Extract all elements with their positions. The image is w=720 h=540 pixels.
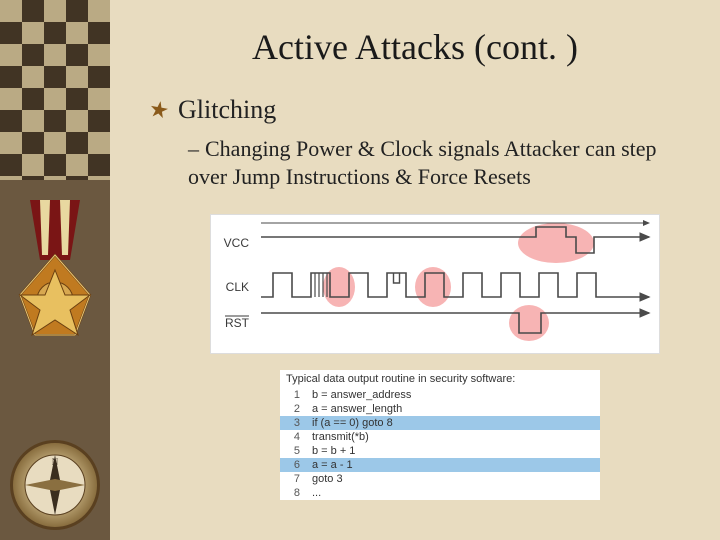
code-line-number: 5	[280, 444, 306, 458]
decorative-sidebar: N	[0, 0, 110, 540]
code-row: 3if (a == 0) goto 8	[280, 416, 600, 430]
code-row: 2a = answer_length	[280, 402, 600, 416]
code-line-text: ...	[306, 486, 600, 500]
bullet-level-2: –Changing Power & Clock signals Attacker…	[188, 135, 680, 190]
code-line-number: 2	[280, 402, 306, 416]
code-line-text: a = a - 1	[306, 458, 600, 472]
code-line-text: b = b + 1	[306, 444, 600, 458]
subbullet-text: Changing Power & Clock signals Attacker …	[188, 136, 657, 189]
medal-graphic	[10, 200, 100, 360]
compass-graphic: N	[10, 440, 100, 530]
bullet-text: Glitching	[178, 95, 276, 125]
code-row: 5b = b + 1	[280, 444, 600, 458]
svg-text:N: N	[52, 457, 59, 467]
bullet-level-1: Glitching	[150, 95, 276, 125]
code-line-text: b = answer_address	[306, 388, 600, 402]
code-line-number: 3	[280, 416, 306, 430]
slide-body: Active Attacks (cont. ) Active Attacks (…	[110, 0, 720, 540]
code-row: 4transmit(*b)	[280, 430, 600, 444]
code-row: 7goto 3	[280, 472, 600, 486]
bullet-star-icon	[149, 100, 170, 121]
code-line-number: 1	[280, 388, 306, 402]
code-table: 1b = answer_address2a = answer_length3if…	[280, 388, 600, 500]
timing-svg: VCC CLK RST	[211, 215, 661, 355]
code-line-number: 7	[280, 472, 306, 486]
svg-text:RST: RST	[225, 316, 250, 330]
code-line-number: 6	[280, 458, 306, 472]
svg-text:VCC: VCC	[224, 236, 250, 250]
code-listing: Typical data output routine in security …	[280, 370, 600, 500]
code-row: 6a = a - 1	[280, 458, 600, 472]
code-line-number: 8	[280, 486, 306, 500]
code-caption: Typical data output routine in security …	[280, 370, 600, 388]
code-row: 1b = answer_address	[280, 388, 600, 402]
code-line-text: transmit(*b)	[306, 430, 600, 444]
code-line-number: 4	[280, 430, 306, 444]
chess-texture	[0, 0, 110, 180]
svg-text:CLK: CLK	[226, 280, 249, 294]
slide-title: Active Attacks (cont. ) Active Attacks (…	[110, 26, 720, 68]
title-text: Active Attacks (cont. )	[252, 27, 578, 67]
code-line-text: goto 3	[306, 472, 600, 486]
code-line-text: a = answer_length	[306, 402, 600, 416]
code-row: 8...	[280, 486, 600, 500]
timing-diagram: VCC CLK RST	[210, 214, 660, 354]
dash-icon: –	[188, 136, 199, 161]
code-line-text: if (a == 0) goto 8	[306, 416, 600, 430]
